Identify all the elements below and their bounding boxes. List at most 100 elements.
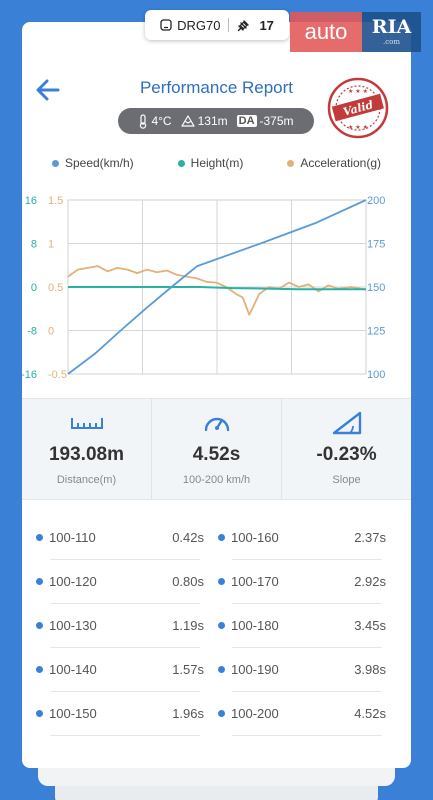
bullet — [36, 621, 43, 629]
bullet — [218, 665, 225, 673]
watermark-ria-text: RIA — [371, 16, 412, 38]
divider — [232, 647, 382, 648]
split-range: 100-130 — [49, 617, 97, 633]
slope-icon — [332, 411, 361, 435]
bullet — [218, 621, 225, 629]
split-range: 100-120 — [49, 573, 97, 589]
watermark-auto: auto — [290, 12, 362, 52]
legend-label: Height(m) — [190, 156, 244, 170]
stats-panel: 193.08m Distance(m) 4.52s 100-200 km/h — [22, 398, 411, 500]
page-title: Performance Report — [139, 78, 294, 97]
divider — [232, 735, 382, 736]
stat-value: 193.08m — [48, 444, 124, 465]
bullet — [36, 533, 43, 541]
bullet — [218, 577, 225, 585]
speed-tick-label: 150 — [367, 282, 385, 294]
bullet — [36, 665, 43, 673]
divider — [50, 559, 200, 560]
bullet — [218, 533, 225, 541]
split-time: 0.80s — [172, 573, 204, 589]
series-line-acceleration — [67, 265, 367, 316]
chart-canvas: 16 8 0 -8 -16 1.5 1 0.5 0 -0.5 200 175 150 125 100 — [22, 195, 385, 381]
stat-value: -0.23% — [316, 444, 377, 465]
mountain-icon — [180, 115, 195, 127]
split-range: 100-170 — [231, 573, 279, 589]
temperature: 4°C — [138, 113, 172, 129]
split-range: 100-110 — [49, 529, 96, 545]
legend-label: Speed(km/h) — [64, 156, 134, 170]
stat-slope: -0.23% Slope — [281, 399, 411, 499]
arrow-left-icon — [36, 79, 60, 101]
bullet — [36, 577, 43, 585]
autoria-watermark: auto RIA .com — [290, 12, 421, 52]
split-item: 100-110 0.42s — [36, 527, 204, 547]
split-item: 100-180 3.45s — [218, 615, 386, 635]
split-times-list: 100-110 0.42s 100-160 2.37s 100-120 0.80s 1… — [22, 516, 411, 736]
stat-label: Distance(m) — [56, 474, 117, 486]
split-item: 100-150 1.96s — [36, 703, 204, 723]
da-label: DA — [236, 115, 257, 127]
legend-acceleration[interactable]: Acceleration(g) — [287, 156, 381, 170]
report-card: Performance Report Valid ★ ★ ★ ★ ★ ★ 4°C… — [22, 22, 411, 768]
ruler-icon — [70, 418, 103, 429]
satellite-icon — [237, 19, 250, 32]
split-time: 1.96s — [172, 705, 204, 721]
divider — [50, 603, 200, 604]
divider — [232, 559, 382, 560]
split-time: 3.45s — [354, 617, 386, 633]
svg-text:★ ★ ★: ★ ★ ★ — [348, 124, 368, 131]
split-item: 100-200 4.52s — [218, 703, 386, 723]
height-tick-label: 8 — [31, 239, 37, 251]
speed-tick-label: 175 — [367, 239, 385, 251]
stat-label: Slope — [332, 474, 361, 486]
stat-distance: 193.08m Distance(m) — [22, 399, 151, 499]
conditions-bar: 4°C 131m DA -375m — [118, 108, 314, 134]
split-row: 100-120 0.80s 100-170 2.92s — [22, 560, 411, 604]
split-time: 2.37s — [354, 529, 386, 545]
density-altitude: DA -375m — [236, 114, 294, 128]
satellite-count: 17 — [259, 17, 274, 33]
split-time: 3.98s — [354, 661, 386, 677]
thermometer-icon — [140, 113, 147, 129]
split-time: 1.57s — [172, 661, 204, 677]
stat-label: 100-200 km/h — [182, 474, 251, 486]
height-tick-label: 16 — [25, 195, 37, 207]
stat-time: 4.52s 100-200 km/h — [151, 399, 281, 499]
divider — [50, 647, 200, 648]
device-icon — [160, 19, 172, 31]
split-item: 100-140 1.57s — [36, 659, 204, 679]
temperature-value: 4°C — [151, 114, 172, 128]
watermark-ria: RIA .com — [362, 12, 421, 52]
split-row: 100-140 1.57s 100-190 3.98s — [22, 648, 411, 692]
legend-height[interactable]: Height(m) — [177, 156, 244, 170]
speed-tick-label: 100 — [367, 369, 385, 381]
back-button[interactable] — [32, 74, 64, 106]
bullet — [218, 709, 225, 717]
acceleration-tick-label: 1.5 — [48, 195, 63, 207]
acceleration-tick-label: -0.5 — [48, 369, 67, 381]
split-item: 100-130 1.19s — [36, 615, 204, 635]
device-name: DRG70 — [177, 17, 221, 33]
split-time: 0.42s — [172, 529, 204, 545]
split-row: 100-130 1.19s 100-180 3.45s — [22, 604, 411, 648]
speed-tick-label: 200 — [367, 195, 385, 207]
altitude-value: 131m — [197, 114, 228, 128]
density-altitude-value: -375m — [259, 114, 294, 128]
split-row: 100-150 1.96s 100-200 4.52s — [22, 692, 411, 736]
legend-dot — [287, 159, 295, 167]
split-item: 100-170 2.92s — [218, 571, 386, 591]
split-row: 100-110 0.42s 100-160 2.37s — [22, 516, 411, 560]
device-status[interactable]: DRG70 17 — [145, 10, 289, 40]
svg-text:★ ★ ★: ★ ★ ★ — [348, 88, 368, 95]
bullet — [36, 709, 43, 717]
acceleration-tick-label: 0.5 — [48, 282, 63, 294]
legend-speed[interactable]: Speed(km/h) — [51, 156, 134, 170]
split-time: 4.52s — [354, 705, 386, 721]
height-tick-label: 0 — [31, 282, 37, 294]
series-line-height — [68, 286, 366, 291]
divider — [232, 603, 382, 604]
split-range: 100-140 — [49, 661, 97, 677]
divider — [228, 18, 230, 32]
performance-chart: 16 8 0 -8 -16 1.5 1 0.5 0 -0.5 200 175 150 125 100 — [22, 186, 411, 406]
series-line-speed — [67, 199, 367, 375]
